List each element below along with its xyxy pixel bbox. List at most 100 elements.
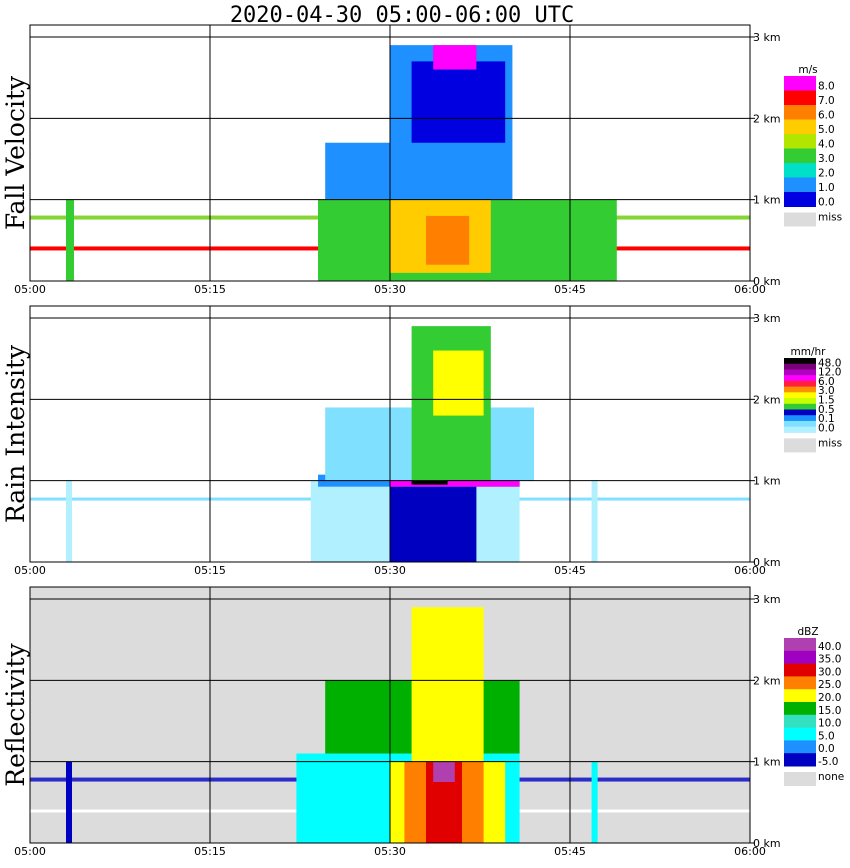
legend: dBZ40.035.030.025.020.015.010.05.00.0-5.… [784, 626, 844, 786]
legend-level: 6.0 [818, 376, 835, 388]
legend-swatch [784, 403, 816, 411]
panel-3: 0 km 1 km 2 km 3 km 05:00 05:15 05:30 05:45 06:0… [1, 586, 781, 858]
legend-level: 15.0 [818, 705, 841, 717]
legend-swatch [784, 76, 816, 91]
x-tick-label: 05:45 [554, 845, 586, 858]
x-tick-label: 05:15 [194, 845, 226, 858]
legend-level: 0.0 [818, 422, 835, 434]
legend: m/s8.0 7.0 6.0 5.0 4.0 3.0 2.0 1.0 0.0 miss [784, 64, 842, 227]
y-axis-label: Fall Velocity [1, 75, 30, 230]
legend-missing-label: miss [818, 212, 842, 224]
y-tick-label: 1 km [753, 475, 781, 488]
legend-unit: m/s [798, 64, 817, 76]
plot-border [29, 24, 751, 282]
legend-swatch [784, 134, 816, 149]
legend-level: 40.0 [818, 641, 841, 653]
legend-swatch [784, 148, 816, 164]
legend-unit: mm/hr [791, 346, 827, 358]
legend-swatch [784, 392, 816, 399]
legend-level: 2.0 [818, 168, 835, 180]
x-tick-label: 05:30 [374, 845, 406, 858]
legend-level: 0.1 [818, 413, 835, 425]
y-tick-label: 0 km [753, 556, 781, 569]
legend-level: 5.0 [818, 730, 835, 742]
x-tick-label: 05:45 [554, 564, 586, 577]
legend-level: 6.0 [818, 110, 835, 122]
legend-swatch [784, 386, 816, 393]
legend-swatch [784, 426, 816, 433]
y-axis-label: Reflectivity [1, 642, 30, 786]
legend-swatch [784, 650, 816, 665]
legend-swatch [784, 714, 816, 729]
legend-swatch [784, 740, 816, 754]
y-axis-label: Rain Intensity [1, 344, 30, 523]
legend-level: 0.0 [818, 197, 835, 209]
y-tick-label: 2 km [753, 674, 781, 687]
legend-swatch [784, 638, 816, 652]
y-tick-label: 3 km [753, 593, 781, 606]
y-tick-label: 1 km [753, 756, 781, 769]
legend-level: 25.0 [818, 679, 841, 691]
legend-level: 48.0 [818, 357, 841, 369]
x-tick-label: 06:00 [734, 283, 766, 296]
legend-level: 0.0 [818, 743, 835, 755]
legend-missing-swatch [784, 772, 816, 786]
legend-swatch [784, 409, 816, 416]
x-tick-label: 06:00 [734, 845, 766, 858]
legend-level: 12.0 [818, 367, 841, 379]
plot-border [29, 305, 751, 563]
legend-missing-label: miss [818, 437, 842, 449]
legend-swatch [784, 177, 816, 193]
legend-swatch [784, 415, 816, 422]
legend-level: 1.5 [818, 395, 835, 407]
legend-unit: dBZ [797, 626, 818, 638]
data-layer [30, 607, 750, 843]
legend-level: 5.0 [818, 124, 835, 136]
legend-swatch [784, 369, 816, 376]
legend-swatch [784, 663, 816, 677]
y-tick-label: 1 km [753, 194, 781, 207]
plot-border [29, 586, 751, 844]
panel-1: 0 km 1 km 2 km 3 km 05:00 05:15 05:30 05:45 06:0… [1, 24, 781, 296]
legend-swatch [784, 702, 816, 716]
legend-swatch [784, 105, 816, 120]
legend-swatch [784, 90, 816, 106]
x-tick-label: 05:45 [554, 283, 586, 296]
legend-swatch [784, 119, 816, 135]
legend-swatch [784, 375, 816, 382]
x-tick-label: 05:15 [194, 283, 226, 296]
legend-swatch [784, 358, 816, 365]
legend-level: 4.0 [818, 139, 835, 151]
x-tick-label: 05:00 [14, 283, 46, 296]
legend-level: 0.5 [818, 404, 835, 416]
legend-swatch [784, 420, 816, 428]
legend-level: 30.0 [818, 666, 841, 678]
legend-level: 8.0 [818, 81, 835, 93]
data-layer [30, 45, 750, 281]
legend-swatch [784, 689, 816, 703]
legend-swatch [784, 727, 816, 741]
legend-swatch [784, 192, 816, 207]
y-tick-label: 3 km [753, 31, 781, 44]
data-layer [30, 326, 750, 562]
legend-swatch [784, 398, 816, 405]
legend-swatch [784, 753, 816, 767]
x-tick-label: 05:30 [374, 564, 406, 577]
legend-level: 20.0 [818, 692, 841, 704]
legend-missing-label: none [818, 771, 844, 783]
legend-missing-swatch [784, 212, 816, 227]
legend-swatch [784, 676, 816, 690]
legend-swatch [784, 363, 816, 370]
panel-2: 0 km 1 km 2 km 3 km 05:00 05:15 05:30 05:45 06:0… [1, 305, 781, 577]
legend-swatch [784, 380, 816, 388]
x-tick-label: 05:15 [194, 564, 226, 577]
legend-level: 3.0 [818, 385, 835, 397]
legend-missing-swatch [784, 438, 816, 453]
legend-swatch [784, 163, 816, 178]
legend-level: 1.0 [818, 182, 835, 194]
y-tick-label: 0 km [753, 837, 781, 850]
y-tick-label: 3 km [753, 312, 781, 325]
x-tick-label: 05:00 [14, 564, 46, 577]
